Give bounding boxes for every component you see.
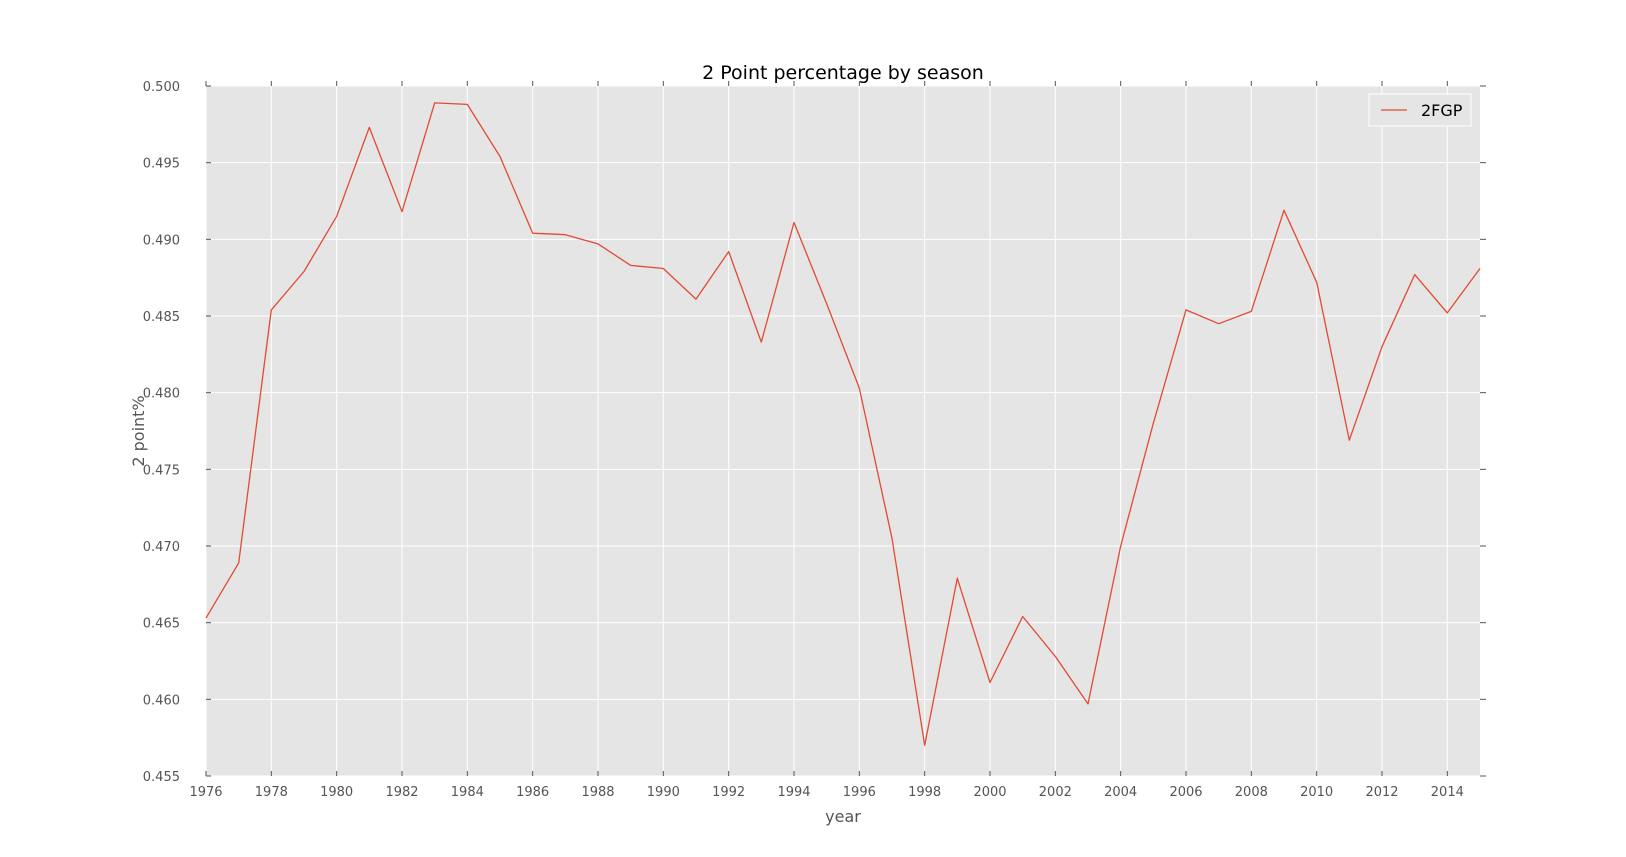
data-point (304, 271, 305, 272)
data-point (1088, 703, 1089, 704)
x-axis-tick-labels: 1976 1978 1980 1982 1984 1986 1988 1990 1992 1994… (189, 785, 1463, 800)
data-point (467, 104, 468, 105)
data-point (696, 299, 697, 300)
plot-background (206, 86, 1480, 776)
x-tick-label: 2004 (1104, 785, 1137, 800)
y-tick-label: 0.455 (143, 770, 180, 785)
data-point (1218, 323, 1219, 324)
data-point (1349, 440, 1350, 441)
data-point (271, 309, 272, 310)
data-point (1022, 616, 1023, 617)
data-point (859, 388, 860, 389)
data-point (369, 127, 370, 128)
x-tick-label: 1988 (581, 785, 614, 800)
legend-label: 2FGP (1421, 101, 1463, 120)
chart-title: 2 Point percentage by season (702, 62, 984, 84)
data-point (1120, 546, 1121, 547)
y-tick-label: 0.490 (143, 233, 180, 248)
data-point (1153, 423, 1154, 424)
data-point (238, 562, 239, 563)
y-tick-label: 0.470 (143, 540, 180, 555)
x-tick-label: 2008 (1235, 785, 1268, 800)
data-point (206, 618, 207, 619)
data-point (336, 216, 337, 217)
data-point (1055, 656, 1056, 657)
data-point (1284, 210, 1285, 211)
data-point (957, 578, 958, 579)
tick-marks (205, 81, 1486, 777)
data-point (565, 234, 566, 235)
x-tick-label: 2014 (1431, 785, 1464, 800)
data-point (826, 303, 827, 304)
x-tick-label: 2012 (1365, 785, 1398, 800)
x-tick-label: 2010 (1300, 785, 1333, 800)
x-tick-label: 2002 (1039, 785, 1072, 800)
data-point (1382, 346, 1383, 347)
y-tick-label: 0.495 (143, 157, 180, 172)
y-axis-label: 2 point% (129, 395, 148, 466)
data-point (1447, 312, 1448, 313)
x-tick-label: 2006 (1169, 785, 1202, 800)
y-axis-tick-labels: 0.455 0.460 0.465 0.470 0.475 0.480 0.485 0.490… (143, 80, 180, 785)
x-axis-label: year (825, 807, 861, 826)
x-tick-label: 1996 (843, 785, 876, 800)
grid-lines (205, 85, 1480, 777)
data-point (434, 102, 435, 103)
x-tick-label: 2000 (973, 785, 1006, 800)
x-tick-label: 1976 (189, 785, 222, 800)
y-tick-label: 0.465 (143, 617, 180, 632)
series-line-2fgp (205, 102, 1481, 746)
data-point (990, 682, 991, 683)
x-tick-label: 1986 (516, 785, 549, 800)
data-point (1251, 311, 1252, 312)
data-point (1414, 274, 1415, 275)
data-point (532, 233, 533, 234)
series-layer (205, 102, 1481, 746)
y-tick-label: 0.480 (143, 387, 180, 402)
data-point (1480, 268, 1481, 269)
y-tick-label: 0.485 (143, 310, 180, 325)
data-point (402, 211, 403, 212)
data-point (1316, 282, 1317, 283)
data-point (500, 156, 501, 157)
y-tick-label: 0.500 (143, 80, 180, 95)
x-tick-label: 1994 (777, 785, 810, 800)
x-tick-label: 1982 (385, 785, 418, 800)
x-tick-label: 1998 (908, 785, 941, 800)
x-tick-label: 1992 (712, 785, 745, 800)
data-point (728, 251, 729, 252)
data-point (1186, 309, 1187, 310)
data-point (761, 342, 762, 343)
data-point (924, 745, 925, 746)
x-tick-label: 1990 (647, 785, 680, 800)
data-point (598, 243, 599, 244)
y-tick-label: 0.475 (143, 463, 180, 478)
data-point (663, 268, 664, 269)
x-tick-label: 1980 (320, 785, 353, 800)
legend: 2FGP (1368, 93, 1472, 127)
data-point (630, 265, 631, 266)
data-point (892, 538, 893, 539)
y-tick-label: 0.460 (143, 693, 180, 708)
x-tick-label: 1984 (451, 785, 484, 800)
x-tick-label: 1978 (255, 785, 288, 800)
data-point (794, 222, 795, 223)
